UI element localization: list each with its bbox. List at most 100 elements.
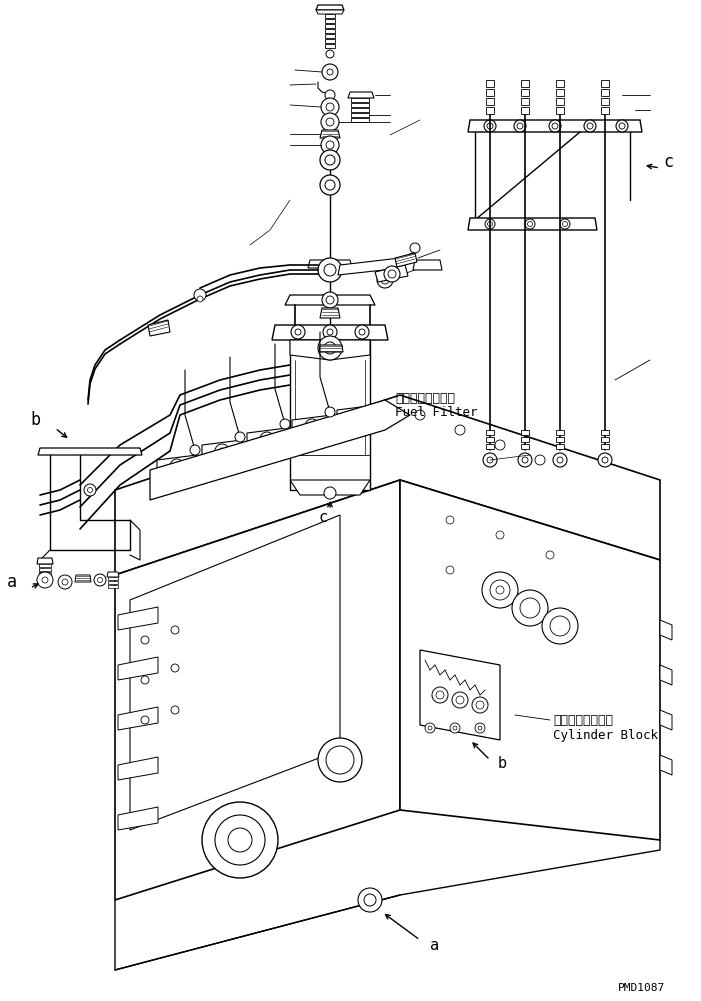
Polygon shape [118,707,158,730]
Text: Cylinder Block: Cylinder Block [553,729,658,742]
Circle shape [518,453,532,467]
Polygon shape [118,657,158,680]
Circle shape [324,487,336,499]
Circle shape [318,738,362,782]
Circle shape [428,726,432,730]
Circle shape [359,329,365,335]
Bar [486,444,494,449]
Circle shape [264,436,270,442]
Circle shape [327,69,333,75]
Bar [556,89,564,96]
Circle shape [450,723,460,733]
Polygon shape [400,480,660,840]
Bar [556,98,564,105]
Circle shape [326,50,334,58]
Bar [325,44,335,48]
Polygon shape [202,440,242,462]
Polygon shape [308,260,352,268]
Circle shape [170,459,184,473]
Polygon shape [316,10,344,14]
Polygon shape [38,448,142,455]
Circle shape [358,888,382,912]
Text: a: a [430,938,439,953]
Polygon shape [660,620,672,640]
Circle shape [616,120,628,132]
Circle shape [355,325,369,339]
Circle shape [37,572,53,588]
Circle shape [384,266,400,282]
Bar [325,19,335,23]
Polygon shape [290,480,370,495]
Circle shape [325,155,335,165]
Polygon shape [118,807,158,830]
Bar [601,437,609,442]
Bar [521,80,529,87]
Circle shape [456,696,464,704]
Circle shape [522,457,528,463]
Polygon shape [413,260,442,270]
Circle shape [260,432,274,446]
Circle shape [171,626,179,634]
Circle shape [350,409,364,423]
Text: PMD1087: PMD1087 [618,983,665,993]
Circle shape [619,123,625,129]
Polygon shape [157,455,197,477]
Polygon shape [115,395,660,575]
Circle shape [141,676,149,684]
Circle shape [553,453,567,467]
Circle shape [327,329,333,335]
Text: フェエルフィルタ: フェエルフィルタ [395,391,455,404]
Bar [39,568,51,571]
Bar [351,103,369,107]
Circle shape [291,325,305,339]
Circle shape [215,815,265,865]
Bar [601,107,609,114]
Circle shape [305,419,319,433]
Circle shape [88,487,93,492]
Polygon shape [320,308,340,318]
Circle shape [354,413,360,419]
Circle shape [587,123,593,129]
Circle shape [598,453,612,467]
Polygon shape [375,265,408,282]
Polygon shape [130,515,340,830]
Bar [351,118,369,122]
Circle shape [320,175,340,195]
Bar [486,89,494,96]
Text: c: c [663,153,673,171]
Bar [486,98,494,105]
Circle shape [517,123,523,129]
Bar [556,437,564,442]
Circle shape [320,150,340,170]
Circle shape [550,616,570,636]
Polygon shape [107,572,119,577]
Circle shape [42,577,48,583]
Bar [39,572,51,575]
Bar [325,39,335,43]
Circle shape [171,706,179,714]
Circle shape [487,457,493,463]
Circle shape [141,636,149,644]
Circle shape [94,574,106,586]
Bar [486,430,494,435]
Circle shape [215,444,229,458]
Polygon shape [285,295,375,305]
Text: b: b [30,411,40,429]
Bar [325,14,335,18]
Polygon shape [420,650,500,740]
Bar [325,34,335,38]
Circle shape [455,425,465,435]
Circle shape [377,272,393,288]
Bar [351,108,369,112]
Bar [521,89,529,96]
Circle shape [171,664,179,672]
Circle shape [453,726,457,730]
Circle shape [478,726,482,730]
Circle shape [542,608,578,644]
Circle shape [318,336,342,360]
Text: Fuel Filter: Fuel Filter [395,406,477,419]
Circle shape [84,484,96,496]
Bar [108,577,118,580]
Bar [486,437,494,442]
Circle shape [326,103,334,111]
